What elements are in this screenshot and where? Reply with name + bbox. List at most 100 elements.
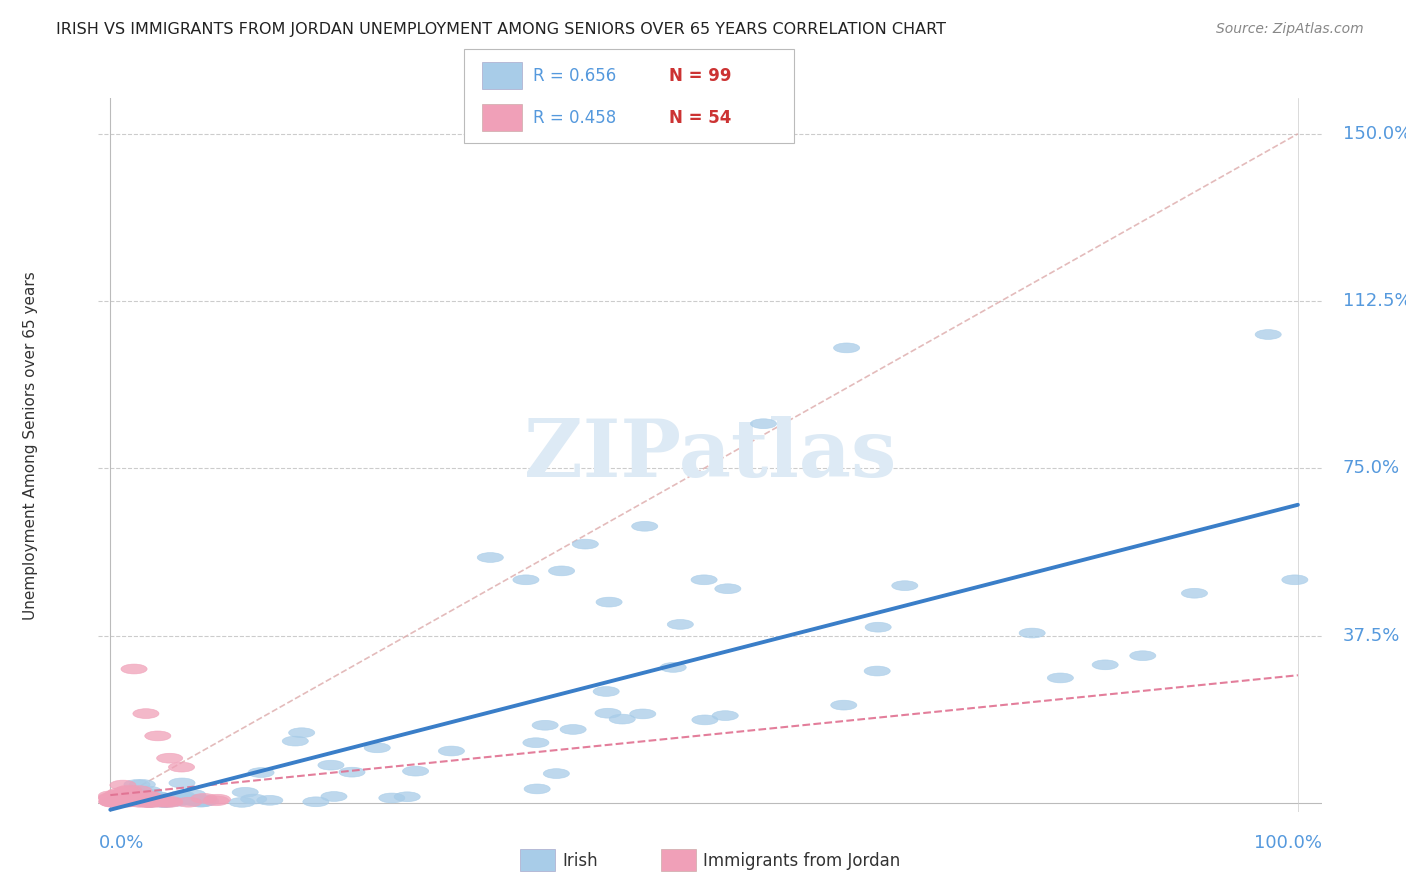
Ellipse shape (631, 521, 658, 532)
Ellipse shape (110, 780, 136, 790)
Ellipse shape (288, 728, 315, 738)
Ellipse shape (98, 792, 125, 802)
Ellipse shape (1092, 660, 1118, 670)
Ellipse shape (127, 797, 153, 807)
Ellipse shape (145, 731, 172, 740)
Text: Unemployment Among Seniors over 65 years: Unemployment Among Seniors over 65 years (24, 272, 38, 620)
Ellipse shape (110, 797, 136, 806)
Ellipse shape (152, 797, 177, 807)
Text: N = 54: N = 54 (669, 109, 731, 127)
Ellipse shape (560, 724, 586, 734)
Ellipse shape (713, 711, 738, 721)
Ellipse shape (339, 767, 366, 777)
Ellipse shape (188, 795, 215, 805)
Ellipse shape (176, 797, 201, 807)
Ellipse shape (668, 619, 693, 630)
Text: 75.0%: 75.0% (1343, 459, 1400, 477)
Ellipse shape (138, 792, 165, 802)
Ellipse shape (302, 797, 329, 806)
Ellipse shape (115, 797, 142, 806)
Ellipse shape (1282, 575, 1308, 585)
Ellipse shape (111, 795, 138, 805)
Ellipse shape (402, 766, 429, 776)
Ellipse shape (160, 796, 186, 805)
Ellipse shape (101, 797, 128, 807)
Ellipse shape (524, 784, 550, 794)
Ellipse shape (142, 797, 167, 807)
Ellipse shape (1256, 330, 1281, 339)
Ellipse shape (190, 797, 217, 806)
Ellipse shape (100, 797, 127, 807)
Ellipse shape (138, 796, 165, 805)
Ellipse shape (145, 791, 170, 801)
Ellipse shape (105, 797, 132, 807)
Text: 37.5%: 37.5% (1343, 626, 1400, 645)
Ellipse shape (146, 796, 173, 805)
Ellipse shape (132, 789, 159, 799)
Ellipse shape (136, 797, 163, 807)
Text: IRISH VS IMMIGRANTS FROM JORDAN UNEMPLOYMENT AMONG SENIORS OVER 65 YEARS CORRELA: IRISH VS IMMIGRANTS FROM JORDAN UNEMPLOY… (56, 22, 946, 37)
Ellipse shape (136, 797, 163, 806)
Ellipse shape (247, 768, 274, 778)
Ellipse shape (865, 666, 890, 676)
Ellipse shape (394, 792, 420, 802)
Ellipse shape (283, 736, 308, 746)
Ellipse shape (318, 760, 344, 770)
Ellipse shape (98, 794, 125, 804)
Ellipse shape (513, 575, 538, 585)
Text: Irish: Irish (562, 852, 598, 870)
Ellipse shape (865, 623, 891, 632)
Ellipse shape (124, 780, 150, 789)
Ellipse shape (891, 581, 918, 591)
Ellipse shape (127, 796, 153, 805)
Ellipse shape (165, 797, 191, 806)
Ellipse shape (690, 575, 717, 585)
Ellipse shape (108, 790, 135, 800)
Ellipse shape (107, 797, 132, 807)
Ellipse shape (593, 687, 619, 697)
Text: R = 0.656: R = 0.656 (533, 67, 616, 85)
Ellipse shape (156, 797, 183, 806)
Ellipse shape (169, 762, 194, 772)
Ellipse shape (177, 794, 204, 804)
Ellipse shape (111, 796, 136, 805)
Ellipse shape (104, 797, 129, 806)
Ellipse shape (167, 791, 193, 801)
Ellipse shape (439, 746, 464, 756)
Text: 112.5%: 112.5% (1343, 292, 1406, 310)
Ellipse shape (103, 797, 128, 806)
Ellipse shape (112, 795, 138, 805)
Ellipse shape (167, 795, 193, 805)
Ellipse shape (229, 797, 254, 807)
Ellipse shape (548, 566, 575, 576)
Ellipse shape (112, 789, 138, 798)
Ellipse shape (134, 790, 159, 800)
Ellipse shape (138, 797, 163, 807)
Ellipse shape (150, 797, 177, 807)
Ellipse shape (112, 797, 139, 806)
Ellipse shape (121, 790, 146, 800)
Ellipse shape (121, 664, 148, 674)
Ellipse shape (1130, 651, 1156, 661)
Ellipse shape (609, 714, 636, 724)
Ellipse shape (100, 797, 125, 807)
Ellipse shape (714, 584, 741, 594)
Ellipse shape (240, 794, 267, 804)
Ellipse shape (202, 796, 229, 805)
Ellipse shape (135, 791, 162, 801)
Ellipse shape (751, 419, 776, 429)
Ellipse shape (188, 797, 214, 807)
Ellipse shape (165, 792, 191, 802)
Ellipse shape (661, 663, 686, 673)
Ellipse shape (1047, 673, 1073, 683)
Ellipse shape (188, 797, 215, 806)
Ellipse shape (156, 753, 183, 763)
Ellipse shape (115, 797, 141, 806)
Ellipse shape (115, 785, 142, 795)
Ellipse shape (630, 709, 655, 719)
Ellipse shape (111, 794, 138, 804)
Ellipse shape (136, 789, 163, 798)
Ellipse shape (191, 794, 217, 804)
Ellipse shape (572, 539, 599, 549)
Ellipse shape (155, 797, 180, 807)
